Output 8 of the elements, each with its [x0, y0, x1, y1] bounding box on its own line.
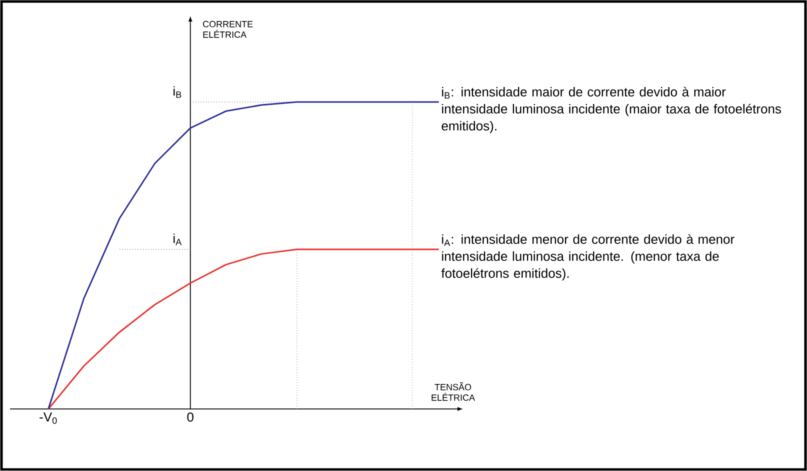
x-tick-label: -V$_{0}$	[40, 412, 57, 424]
x-tick-label: 0	[187, 412, 194, 422]
annotation: i$_{B}$: intensidade maior de corrente devido à maior intensidade luminosa incidente (maior taxa de fotoelétrons emitidos).	[442, 86, 782, 134]
text: CORRENTE ELÉTRICA	[203, 20, 253, 38]
annotation: i$_{A}$	[174, 234, 182, 246]
annotation: i$_{B}$	[174, 86, 182, 98]
annotation: i$_{A}$: intensidade menor de corrente devido à menor intensidade luminosa incidente. (menor taxa de fotoelétrons emitidos).	[441, 234, 734, 280]
x-axis-title: TENSÃO ELÉTRICA	[432, 382, 475, 401]
